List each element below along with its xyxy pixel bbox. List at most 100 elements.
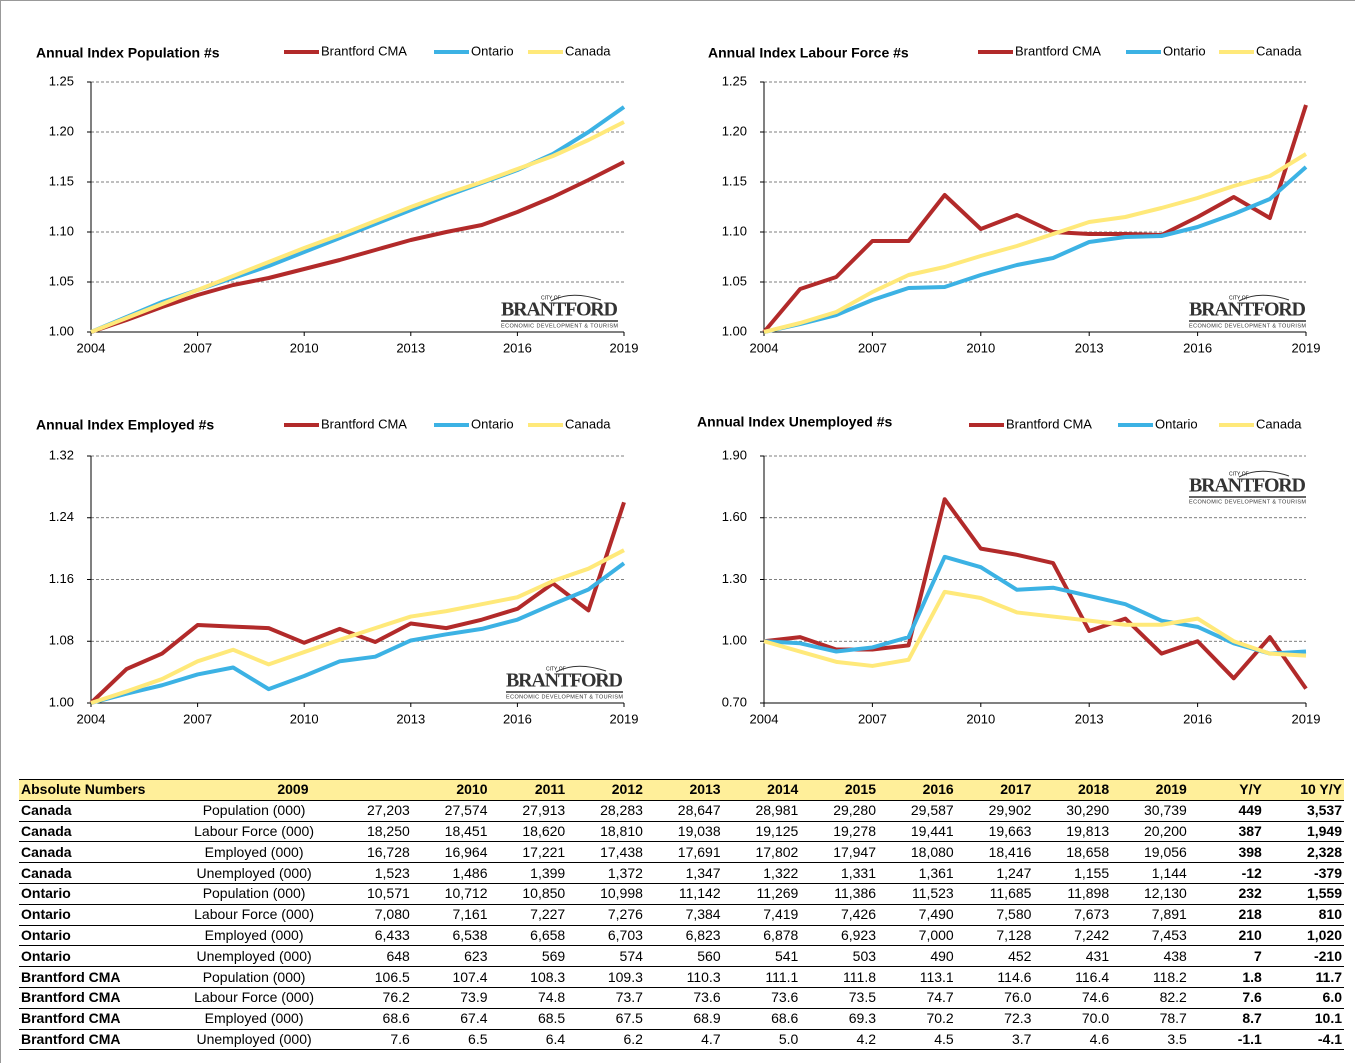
- table-cell: 19,056: [1111, 841, 1189, 864]
- table-cell: 27,574: [411, 800, 490, 822]
- table-cell: 4.5: [878, 1029, 956, 1051]
- table-cell: 6,703: [567, 925, 645, 947]
- table-cell: 106.5: [334, 966, 412, 988]
- y-tick-label: 1.60: [722, 509, 747, 524]
- table-cell: 7,227: [489, 904, 568, 926]
- table-row: Canada Unemployed (000) 1,523 1,486 1,399 1,3…: [19, 862, 1344, 884]
- table-cell: 16,964: [411, 841, 490, 864]
- x-tick-label: 2004: [750, 711, 779, 726]
- logo-tag: ECONOMIC DEVELOPMENT & TOURISM: [1189, 323, 1306, 329]
- table-cell: 6,823: [644, 925, 723, 947]
- table-cell: 2019: [1111, 779, 1189, 801]
- legend-label: Canada: [1256, 43, 1302, 58]
- table-cell: 19,038: [644, 821, 723, 843]
- table-cell: 7,242: [1033, 925, 1112, 947]
- legend-label: Brantford CMA: [321, 416, 407, 431]
- table-cell: 7,161: [411, 904, 490, 926]
- legend-label: Canada: [565, 43, 611, 58]
- table-cell: Brantford CMA: [19, 1029, 175, 1051]
- table-row: Canada Population (000) 27,203 27,574 27,913…: [19, 800, 1344, 822]
- table-cell: 20,200: [1111, 821, 1189, 843]
- table-cell: 810: [1263, 904, 1344, 926]
- table-cell: 12,130: [1111, 883, 1189, 905]
- y-tick-label: 1.00: [722, 323, 747, 338]
- y-tick-label: 1.15: [49, 173, 74, 188]
- table-cell: 16,728: [334, 841, 412, 864]
- table-cell: 68.6: [722, 1008, 801, 1030]
- logo-name: BRANTFORD: [506, 670, 623, 692]
- y-tick-label: 1.16: [49, 571, 74, 586]
- table-cell: 68.9: [644, 1008, 723, 1030]
- table-cell: 30,739: [1111, 800, 1189, 822]
- table-cell: 29,280: [800, 800, 879, 822]
- table-cell: 2016: [878, 779, 956, 801]
- table-cell: 76.0: [955, 987, 1034, 1009]
- table-cell: Unemployed (000): [174, 945, 335, 968]
- x-tick-label: 2019: [610, 340, 639, 355]
- table-cell: 574: [567, 945, 645, 968]
- table-cell: 7,000: [878, 925, 956, 947]
- table-cell: 2014: [722, 779, 801, 801]
- x-tick-label: 2007: [183, 711, 212, 726]
- x-tick-label: 2004: [750, 340, 779, 355]
- table-cell: 111.1: [722, 966, 801, 988]
- table-cell: 73.9: [411, 987, 490, 1009]
- series-line: [763, 165, 1308, 334]
- table-cell: 6.4: [489, 1029, 568, 1051]
- table-cell: 11,685: [955, 883, 1034, 905]
- y-tick-label: 1.08: [49, 633, 74, 648]
- table-cell: 2012: [567, 779, 645, 801]
- table-row: Ontario Population (000) 10,571 10,712 10,85…: [19, 883, 1344, 905]
- table-cell: 10.1: [1263, 1008, 1344, 1030]
- table-cell: 2017: [955, 779, 1034, 801]
- table-cell: 623: [411, 945, 490, 968]
- table-cell: 11,142: [644, 883, 723, 905]
- data-table: Absolute Numbers 2009 2010 2011 2012 2013 2014…: [19, 779, 1344, 1051]
- table-cell: Employed (000): [174, 925, 335, 947]
- table-cell: 108.3: [489, 966, 568, 988]
- table-cell: 3,537: [1263, 800, 1344, 822]
- table-cell: 68.6: [334, 1008, 412, 1030]
- table-cell: 78.7: [1111, 1008, 1189, 1030]
- table-cell: 6.2: [567, 1029, 645, 1051]
- table-cell: 17,802: [722, 841, 801, 864]
- table-cell: 1,322: [722, 862, 801, 884]
- table-cell: 7: [1188, 945, 1264, 968]
- table-cell: Brantford CMA: [19, 987, 175, 1009]
- table-cell: 11,269: [722, 883, 801, 905]
- table-cell: 113.1: [878, 966, 956, 988]
- table-cell: 18,620: [489, 821, 568, 843]
- table-row: Ontario Employed (000) 6,433 6,538 6,658 6,70…: [19, 925, 1344, 947]
- table-cell: 6,433: [334, 925, 412, 947]
- logo-tag: ECONOMIC DEVELOPMENT & TOURISM: [1189, 499, 1306, 505]
- y-tick-label: 1.20: [49, 123, 74, 138]
- table-cell: 438: [1111, 945, 1189, 968]
- table-cell: 7,580: [955, 904, 1034, 926]
- table-cell: 10,571: [334, 883, 412, 905]
- table-cell: -210: [1263, 945, 1344, 968]
- table-cell: 3.7: [955, 1029, 1034, 1051]
- table-cell: 7,891: [1111, 904, 1189, 926]
- table-cell: 2009: [174, 779, 412, 801]
- series-line: [90, 160, 625, 334]
- table-cell: 69.3: [800, 1008, 879, 1030]
- table-cell: 109.3: [567, 966, 645, 988]
- table-cell: 116.4: [1033, 966, 1112, 988]
- table-cell: 7,080: [334, 904, 412, 926]
- legend-label: Brantford CMA: [321, 43, 407, 58]
- table-cell: 18,451: [411, 821, 490, 843]
- table-cell: -12: [1188, 862, 1264, 884]
- x-tick-label: 2013: [396, 711, 425, 726]
- table-cell: 74.6: [1033, 987, 1112, 1009]
- table-cell: Employed (000): [174, 841, 335, 864]
- table-cell: -379: [1263, 862, 1344, 884]
- table-cell: Canada: [19, 862, 175, 884]
- x-tick-label: 2016: [1183, 711, 1212, 726]
- table-cell: 68.5: [489, 1008, 568, 1030]
- series-line: [90, 548, 625, 705]
- table-cell: 70.2: [878, 1008, 956, 1030]
- table-cell: Brantford CMA: [19, 966, 175, 988]
- table-cell: 2010: [411, 779, 490, 801]
